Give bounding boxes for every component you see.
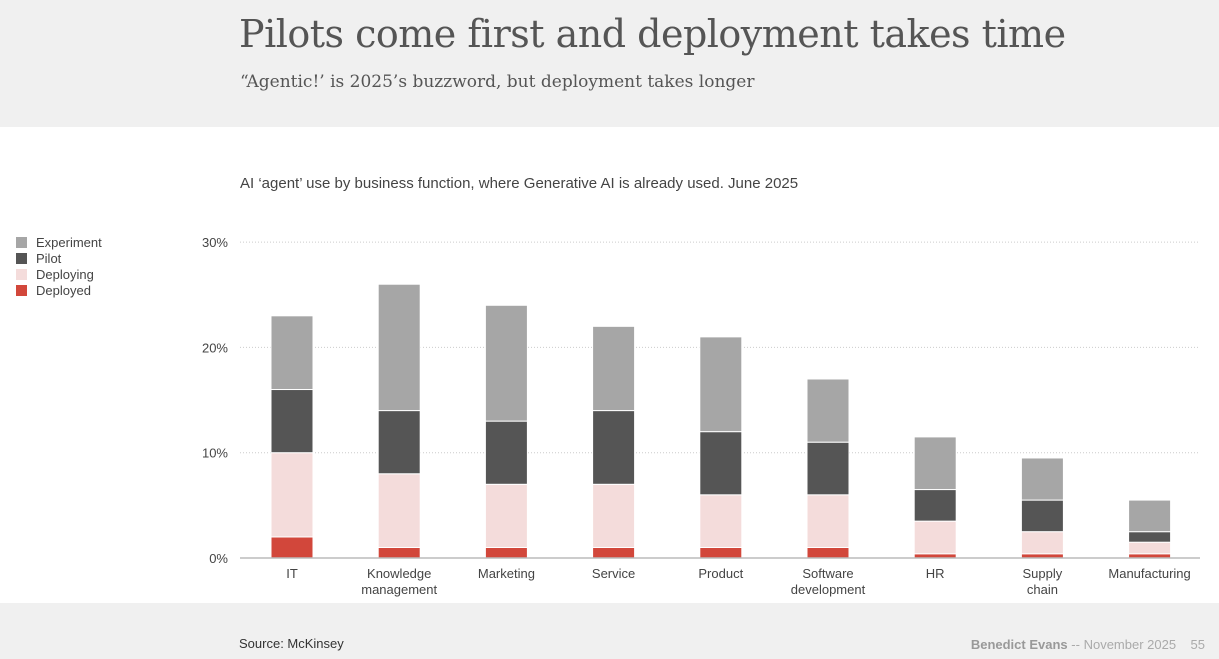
bar-segment-pilot [806,441,850,496]
bar-segment-pilot [484,420,528,485]
bar-segment-experiment [1128,499,1172,533]
bar-segment-deploying [592,483,636,548]
bar-segment-deployed [592,546,636,559]
bar-segment-deploying [1020,531,1064,555]
bar-segment-deploying [270,452,314,538]
y-tick-label: 10% [202,446,228,461]
bar-segment-pilot [1020,499,1064,533]
bar-segment-experiment [1020,457,1064,501]
legend-swatch [16,268,27,280]
legend-label: Experiment [36,234,102,250]
legend-swatch [16,284,27,296]
legend-label: Deployed [36,282,91,298]
legend-swatch [16,252,27,264]
bar-segment-experiment [592,325,636,412]
x-tick-label: development [791,582,866,597]
bar-segment-deployed [270,536,314,559]
bar-segment-deploying [806,494,850,548]
x-tick-label: Supply [1023,566,1063,581]
y-tick-label: 0% [209,551,228,566]
bar-segment-deployed [377,546,421,559]
x-tick-label: Knowledge [367,566,431,581]
x-tick-label: chain [1027,582,1058,597]
x-tick-label: Software [802,566,853,581]
legend-label: Deploying [36,266,94,282]
bar-segment-pilot [592,410,636,485]
bar-segment-deployed [699,546,743,559]
credit: Benedict Evans -- November 2025 55 [971,637,1205,652]
chart-title: AI ‘agent’ use by business function, whe… [240,175,799,192]
bar-segment-pilot [913,489,957,522]
legend-item: Deployed [16,282,102,298]
page-title: Pilots come first and deployment takes t… [239,12,1066,56]
separator: -- [1071,637,1080,652]
legend-swatch [16,236,27,248]
bar-segment-deployed [806,546,850,559]
x-tick-label: IT [286,566,298,581]
legend-item: Deploying [16,266,102,282]
bar-segment-pilot [1128,531,1172,543]
x-tick-label: Manufacturing [1108,566,1190,581]
bar-segment-deploying [377,473,421,548]
legend-item: Pilot [16,250,102,266]
bar-segment-pilot [699,431,743,496]
x-tick-label: Product [698,566,743,581]
bar-segment-pilot [270,389,314,454]
y-tick-label: 20% [202,340,228,355]
bar-segment-deploying [699,494,743,548]
bar-segment-experiment [806,378,850,443]
x-tick-label: HR [926,566,945,581]
source-note: Source: McKinsey [239,636,344,651]
bar-segment-deploying [1128,541,1172,555]
bar-segment-deploying [484,483,528,548]
y-tick-label: 30% [202,235,228,250]
legend-label: Pilot [36,250,62,266]
header-band [0,0,1219,127]
footer-band [0,603,1219,659]
bar-segment-experiment [484,304,528,422]
bar-segment-pilot [377,410,421,475]
x-tick-label: Service [592,566,635,581]
bar-segment-experiment [913,436,957,491]
bar-segment-experiment [270,315,314,391]
chart-legend: Experiment Pilot Deploying Deployed [16,234,102,298]
legend-item: Experiment [16,234,102,250]
bar-segment-experiment [377,283,421,412]
bar-segment-experiment [699,336,743,433]
bar-segment-deploying [913,520,957,555]
page-number: 55 [1190,637,1205,652]
page-subtitle: “Agentic!’ is 2025’s buzzword, but deplo… [240,72,755,92]
bar-segment-deployed [484,546,528,559]
x-tick-label: management [361,582,437,597]
x-tick-label: Marketing [478,566,535,581]
date: November 2025 [1083,637,1177,652]
author: Benedict Evans [970,637,1068,652]
